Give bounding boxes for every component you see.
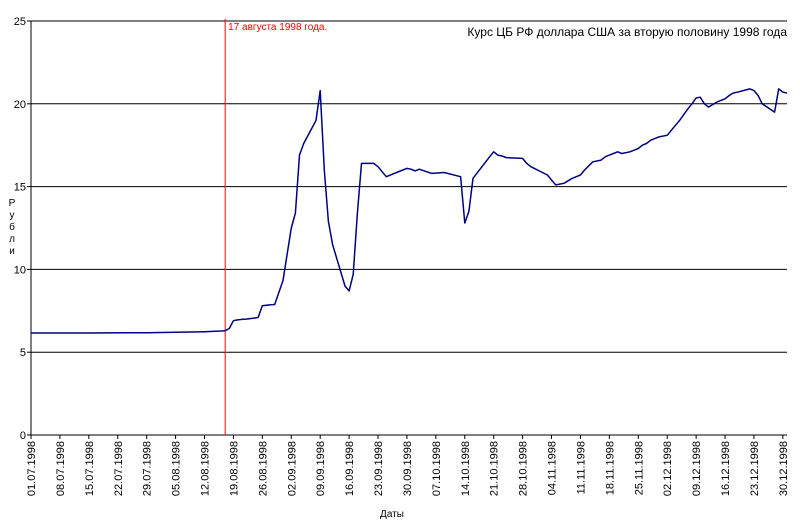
x-tick-label: 15.07.1998	[84, 441, 96, 496]
x-tick-label: 14.10.1998	[460, 441, 472, 496]
x-tick-label: 11.11.1998	[575, 441, 587, 494]
x-tick-label: 09.09.1998	[315, 441, 327, 496]
chart-title: Курс ЦБ РФ доллара США за вторую половин…	[467, 25, 787, 39]
x-tick-label: 12.08.1998	[200, 441, 212, 496]
y-tick-label: 15	[14, 182, 26, 194]
x-tick-label: 25.11.1998	[633, 441, 645, 495]
y-tick-labels: 0 5 10 15 20 25	[14, 16, 26, 442]
x-tick-label: 18.11.1998	[604, 441, 616, 495]
x-tick-label: 29.07.1998	[142, 441, 154, 496]
x-tick-label: 22.07.1998	[113, 441, 125, 496]
x-tick-label: 09.12.1998	[691, 441, 703, 496]
horizontal-gridlines	[31, 20, 787, 353]
y-tick-label: 5	[20, 347, 26, 359]
x-tick-label: 01.07.1998	[26, 441, 38, 496]
x-tick-label: 08.07.1998	[55, 441, 67, 496]
y-tick-label: 0	[20, 430, 26, 442]
x-tick-label: 16.09.1998	[344, 441, 356, 496]
x-tick-label: 19.08.1998	[228, 441, 240, 496]
axes	[27, 20, 787, 439]
x-tick-label: 16.12.1998	[720, 441, 732, 496]
x-axis-label: Даты	[380, 509, 404, 520]
x-tick-label: 26.08.1998	[257, 441, 269, 496]
x-tick-label: 21.10.1998	[489, 441, 501, 496]
x-tick-label: 05.08.1998	[171, 441, 183, 496]
x-tick-labels: 01.07.1998 08.07.1998 15.07.1998 22.07.1998…	[26, 441, 790, 496]
y-tick-label: 10	[14, 264, 26, 276]
x-tick-label: 30.12.1998	[778, 441, 790, 496]
x-tick-label: 07.10.1998	[431, 441, 443, 496]
x-tick-label: 23.09.1998	[373, 441, 385, 496]
x-tick-label: 04.11.1998	[547, 441, 559, 495]
august-17-annotation: 17 августа 1998 года.	[228, 22, 327, 33]
x-tick-label: 30.09.1998	[402, 441, 414, 496]
y-tick-label: 25	[14, 16, 26, 28]
usd-rub-series-line	[31, 88, 788, 334]
x-tick-label: 28.10.1998	[518, 441, 530, 496]
x-tick-label: 02.12.1998	[662, 441, 674, 496]
x-tick-label: 23.12.1998	[749, 441, 761, 496]
x-tick-label: 02.09.1998	[286, 441, 298, 496]
y-tick-label: 20	[14, 99, 26, 111]
